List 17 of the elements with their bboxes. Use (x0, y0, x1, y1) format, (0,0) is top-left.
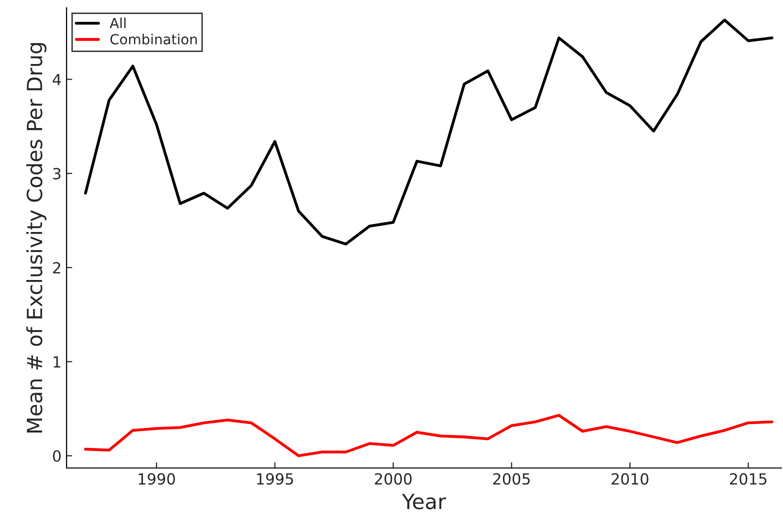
line-series (84, 414, 774, 458)
line-series (84, 18, 774, 246)
y-tick-label: 1 (54, 356, 60, 368)
x-axis-title: Year (402, 494, 446, 510)
y-tick-label: 2 (53, 262, 60, 274)
x-tick-label: 2010 (612, 473, 648, 485)
legend-label: All (110, 18, 126, 28)
x-tick-label: 1995 (257, 473, 293, 485)
x-tick-label: 2015 (730, 473, 766, 485)
x-tick-label: 2005 (493, 473, 530, 485)
y-tick-label: 0 (52, 450, 61, 462)
x-tick-label: 2000 (374, 473, 412, 485)
x-tick-label: 1990 (138, 473, 175, 485)
legend-label: Combination (110, 34, 197, 44)
y-tick-label: 3 (53, 168, 60, 180)
y-axis-title: Mean # of Exclusivity Codes Per Drug (26, 43, 46, 432)
y-tick-label: 4 (52, 74, 61, 86)
